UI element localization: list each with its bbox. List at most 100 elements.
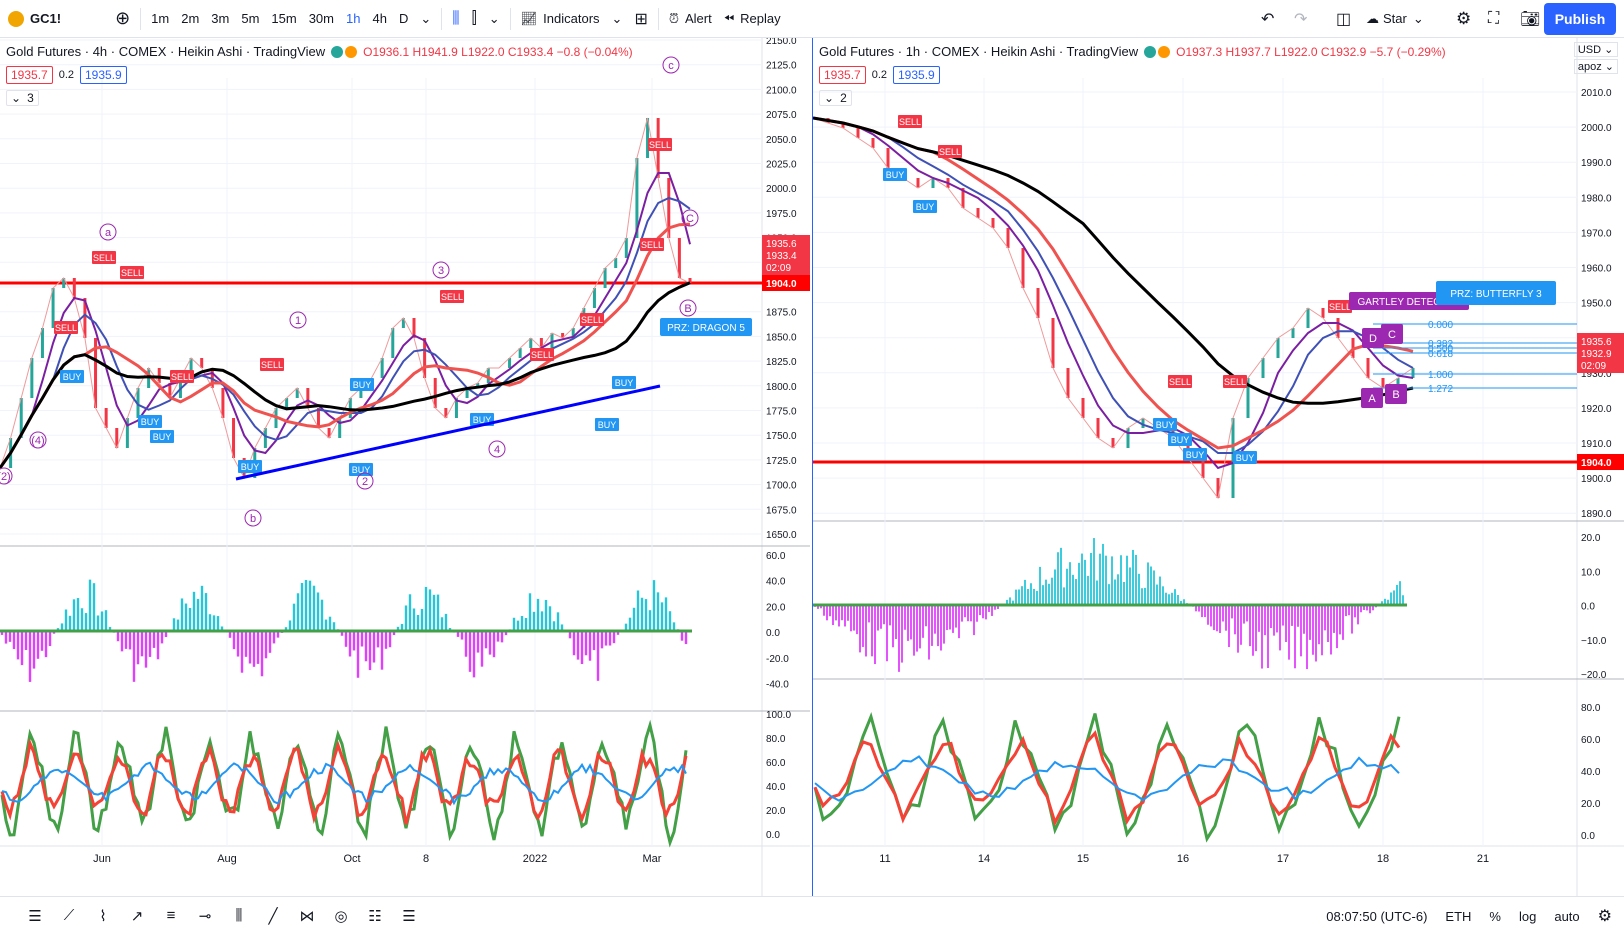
indicator-count: 3 — [27, 91, 34, 105]
object-tree-icon[interactable]: ☰ — [402, 907, 416, 925]
currency-select[interactable]: USD ⌄ — [1573, 42, 1618, 57]
right-chart-pane[interactable]: 2010.0 2000.0 1990.0 1980.0 1970.0 1960.0 1950… — [812, 38, 1624, 896]
interval-15m[interactable]: 15m — [271, 11, 297, 26]
undo-icon[interactable]: ↶ — [1261, 10, 1275, 28]
fib-retracement-icon[interactable]: ☷ — [368, 907, 382, 925]
layout-name-button[interactable]: ☁︎ Star ⌄ — [1360, 4, 1430, 34]
ask-price-tag[interactable]: 1935.9 — [893, 66, 940, 84]
heikin-ashi-icon[interactable]: ⫿ — [471, 9, 477, 27]
buy-signal-tag — [60, 370, 84, 383]
market-status-icon — [1144, 45, 1157, 58]
right-chart-canvas[interactable]: 2010.0 2000.0 1990.0 1980.0 1970.0 1960.0 1950… — [813, 38, 1624, 896]
buy-signal-tag — [913, 200, 937, 213]
interval-5m[interactable]: 5m — [241, 11, 260, 26]
delayed-data-icon — [1158, 45, 1171, 58]
fullscreen-icon[interactable]: ⛶ — [1488, 9, 1500, 27]
left-chart-canvas[interactable]: 2150.02125.02100.02075.02050.02025.02000… — [0, 38, 810, 896]
rsi-red-line — [813, 730, 1401, 827]
bid-price-tag[interactable]: 1935.7 — [819, 66, 866, 84]
osc-tick-label: −10.0 — [1581, 636, 1607, 647]
trend-line-icon[interactable]: ⟋ — [63, 907, 75, 924]
menu-icon[interactable]: ☰ — [28, 907, 42, 925]
left-bid-ask: 1935.7 0.2 1935.9 — [6, 66, 127, 84]
price-tick-label: 1650.0 — [766, 530, 797, 541]
level-price-label-bg — [762, 275, 810, 291]
replay-button[interactable]: ⏪︎ Replay — [718, 4, 787, 34]
line-tool-icon[interactable]: ╱ — [268, 907, 278, 925]
ray-icon[interactable]: ↗ — [130, 907, 144, 925]
price-line — [0, 117, 691, 480]
interval-1h[interactable]: 1h — [346, 11, 361, 26]
indicators-dropdown-icon[interactable]: ⌄ — [611, 10, 623, 26]
ask-price-tag[interactable]: 1935.9 — [80, 66, 127, 84]
sell-signal-tag — [640, 238, 664, 251]
spread-value: 0.2 — [58, 69, 74, 81]
current-price-label-2: 1933.4 — [766, 251, 797, 262]
right-chart-title: Gold Futures · 1h · COMEX · Heikin Ashi … — [819, 44, 1139, 59]
bid-price-tag[interactable]: 1935.7 — [6, 66, 53, 84]
publish-button[interactable]: Publish — [1544, 3, 1616, 35]
settings-gear-icon[interactable]: ⚙ — [1456, 8, 1472, 28]
ma-blue — [813, 117, 1414, 454]
settings-gear-icon[interactable]: ⚙ — [1597, 908, 1612, 925]
layout-icon[interactable]: ◫ — [1336, 10, 1352, 28]
ma-black — [813, 116, 1414, 405]
bar-style-icon[interactable]: ⫼ — [452, 9, 460, 27]
elliott-wave-label: 2 — [362, 476, 368, 488]
indicators-label: Indicators — [543, 11, 600, 26]
elliott-wave-label: 4 — [494, 444, 500, 456]
redo-icon[interactable]: ↷ — [1294, 10, 1308, 28]
price-tick-label: 1675.0 — [766, 505, 797, 516]
buy-signal-label: BUY — [916, 202, 935, 212]
ma-purple — [0, 172, 691, 469]
percent-scale-toggle[interactable]: % — [1489, 908, 1501, 924]
elliott-wave-marker — [356, 472, 374, 490]
sell-signal-label: SELL — [581, 315, 603, 325]
interval-2m[interactable]: 2m — [181, 11, 200, 26]
session-toggle[interactable]: ETH — [1445, 908, 1472, 924]
indicators-toggle[interactable]: ⌄ 2 — [819, 90, 852, 106]
interval-dropdown-icon[interactable]: ⌄ — [420, 10, 432, 26]
price-tick-label: 1980.0 — [1581, 193, 1612, 204]
sell-signal-label: SELL — [1169, 377, 1191, 387]
alert-button[interactable]: ⏰︎ Alert — [663, 4, 718, 34]
interval-1m[interactable]: 1m — [151, 11, 170, 26]
chart-type-dropdown-icon[interactable]: ⌄ — [488, 10, 500, 26]
buy-signal-tag — [612, 376, 636, 389]
unit-select[interactable]: apoz ⌄ — [1573, 59, 1618, 74]
indicators-button[interactable]: 📈︎ Indicators — [515, 4, 606, 34]
currency-label: USD — [1577, 44, 1602, 56]
interval-D[interactable]: D — [398, 11, 409, 26]
alarm-clock-icon: ⏰︎ — [668, 10, 679, 26]
compare-add-icon[interactable]: ⊕ — [115, 8, 131, 28]
auto-scale-toggle[interactable]: auto — [1554, 908, 1580, 924]
harmonic-point-tag — [1385, 384, 1407, 404]
ma-black — [0, 281, 691, 469]
interval-4h[interactable]: 4h — [372, 11, 387, 26]
price-tick-label: 1750.0 — [766, 431, 797, 442]
right-bid-ask: 1935.7 0.2 1935.9 — [819, 66, 940, 84]
fib-level-label: 0.382 — [1428, 339, 1453, 350]
indicators-toggle[interactable]: ⌄ 3 — [6, 90, 39, 106]
horizontal-line-icon[interactable]: ⊸ — [198, 907, 212, 925]
fib-spiral-icon[interactable]: ◎ — [334, 907, 348, 925]
interval-30m[interactable]: 30m — [308, 11, 334, 26]
camera-icon[interactable]: 📷︎ — [1520, 10, 1541, 28]
price-tick-label: 2000.0 — [1581, 123, 1612, 134]
price-tick-label: 2150.0 — [766, 38, 797, 47]
spread-value: 0.2 — [871, 69, 887, 81]
elliott-wave-icon[interactable]: ⌇ — [99, 907, 107, 925]
log-scale-toggle[interactable]: log — [1518, 908, 1537, 924]
symbol-search[interactable]: GC1! — [0, 4, 67, 34]
left-chart-pane[interactable]: 2150.0 2125.0 2100.0 2075.0 2050.0 2025.0 2000… — [0, 38, 810, 896]
parallel-channel-icon[interactable]: ≡ — [166, 907, 176, 924]
bars-pattern-icon[interactable]: ⫼ — [235, 907, 243, 924]
templates-icon[interactable]: ⊞ — [634, 10, 648, 28]
buy-signal-tag — [1153, 418, 1177, 431]
clock-display[interactable]: 08:07:50 (UTC-6) — [1326, 908, 1428, 924]
interval-3m[interactable]: 3m — [211, 11, 230, 26]
buy-signal-label: BUY — [1156, 420, 1175, 430]
sell-signal-label: SELL — [93, 253, 115, 263]
xabcd-pattern-icon[interactable]: ⋈ — [299, 907, 315, 925]
rsi-tick-label: 60.0 — [766, 758, 786, 769]
